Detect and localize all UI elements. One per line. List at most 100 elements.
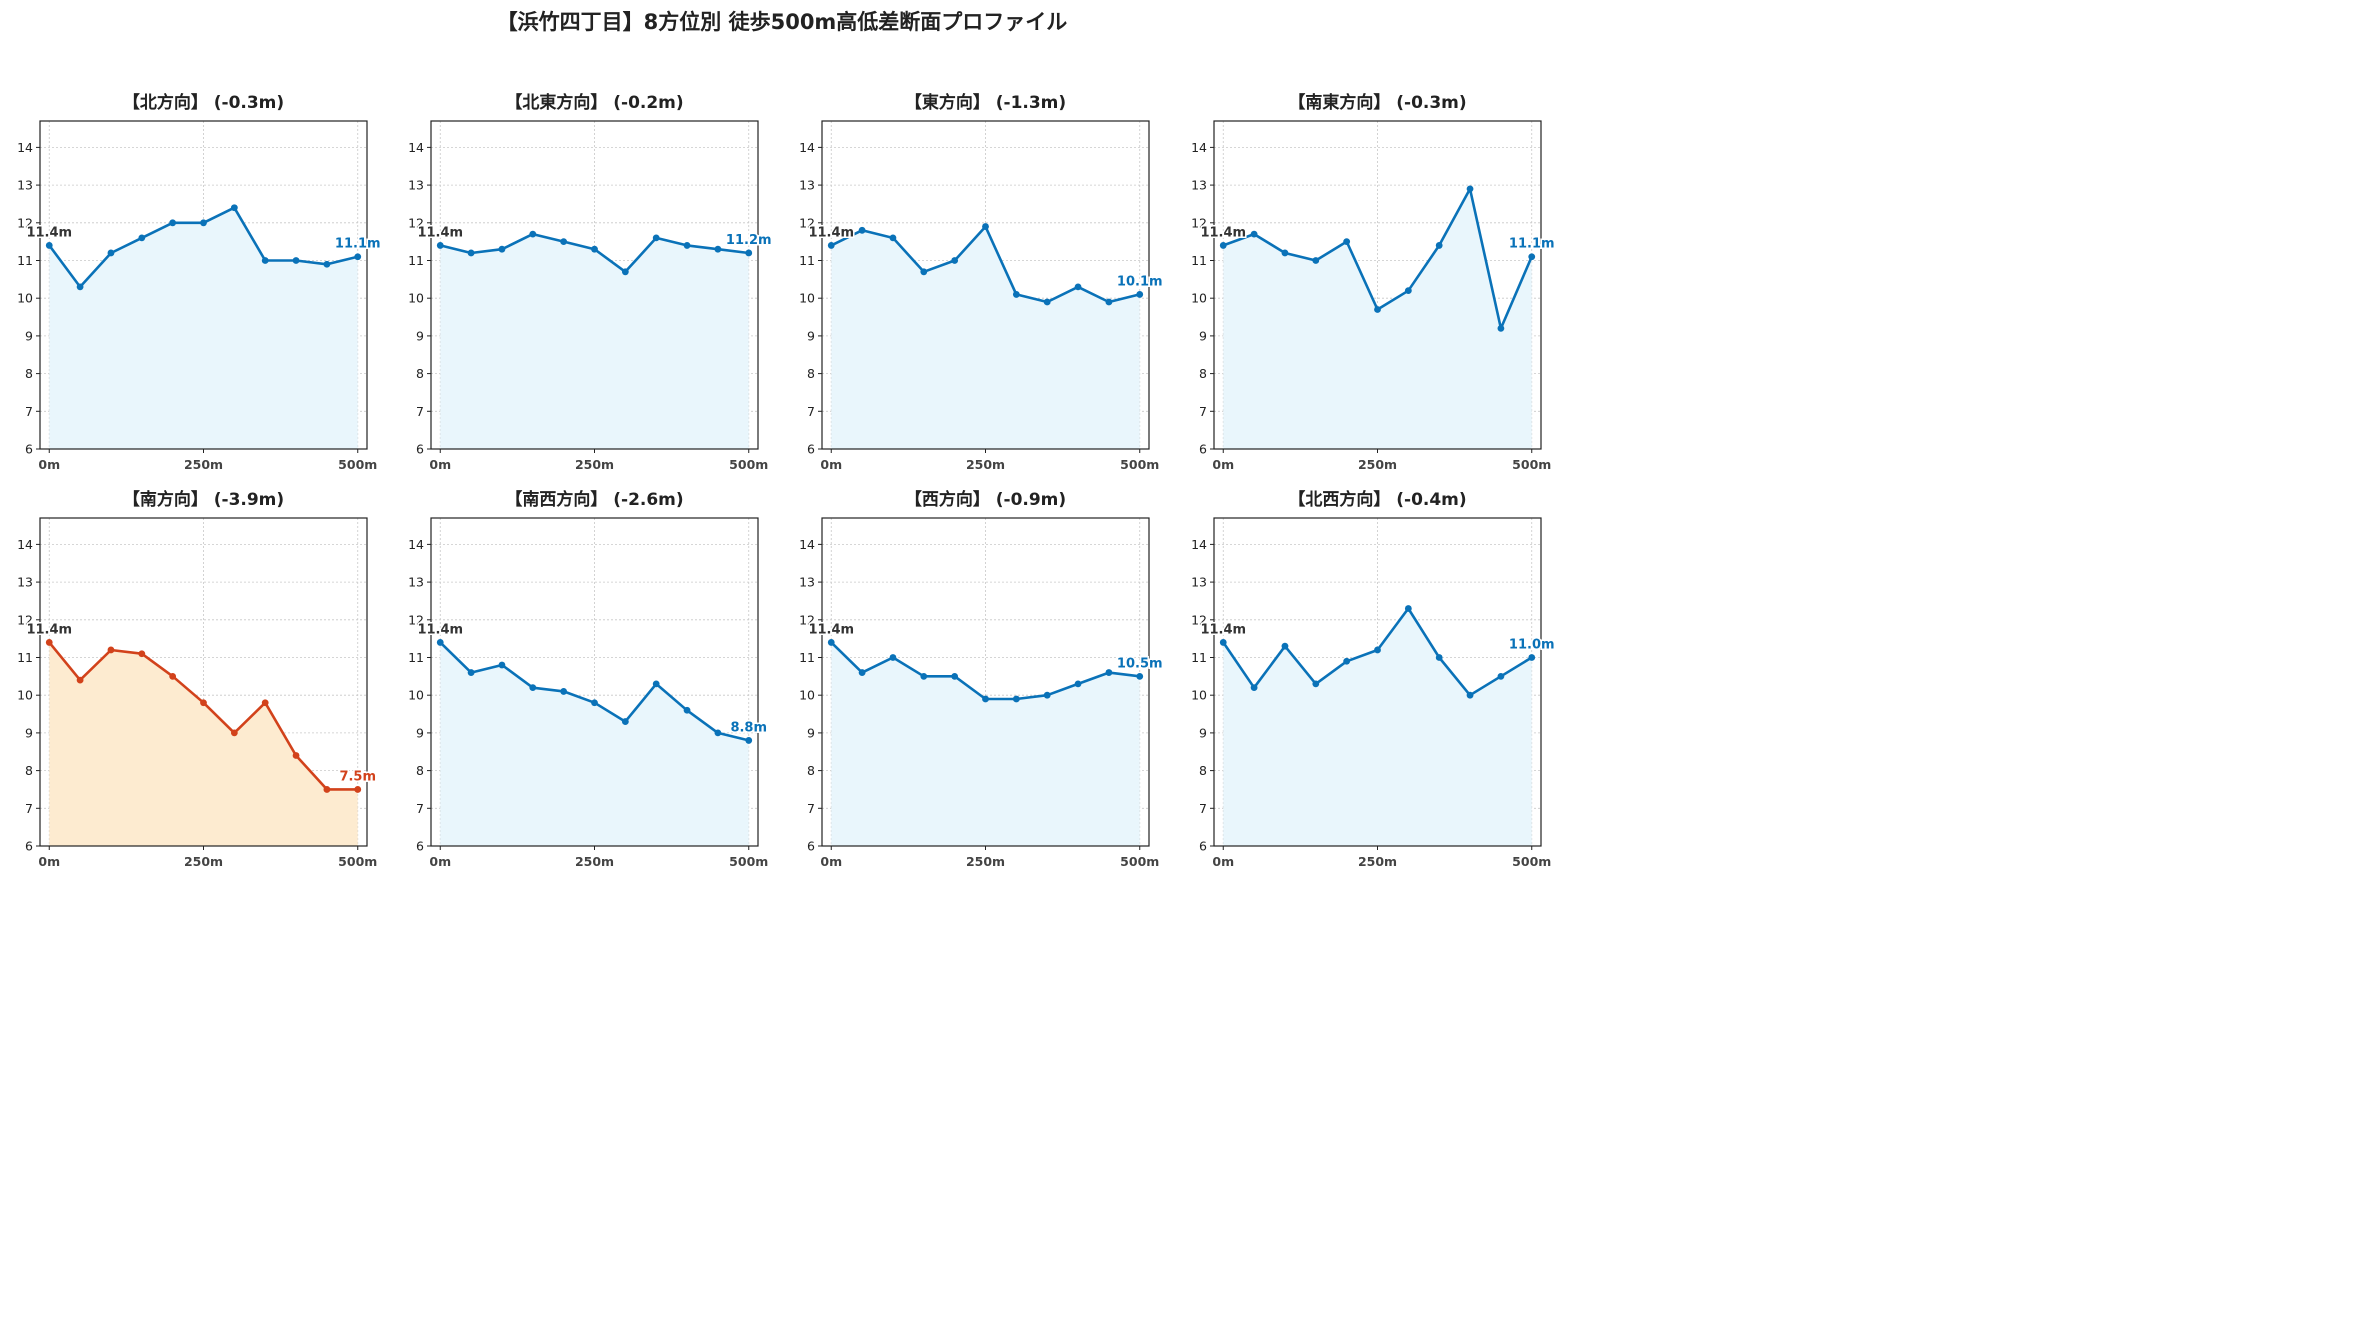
y-tick-label-3: 9: [807, 725, 815, 740]
x-tick-label-2: 500m: [338, 854, 377, 869]
data-point-8: [1466, 185, 1474, 193]
data-point-7: [1043, 298, 1051, 306]
data-point-4: [1343, 657, 1351, 665]
data-point-10: [1528, 654, 1536, 661]
panel-title: 【南方向】 (-3.9m): [123, 489, 284, 510]
y-tick-label-4: 10: [17, 291, 33, 306]
y-tick-label-7: 13: [799, 178, 815, 193]
data-point-9: [1105, 669, 1113, 676]
data-point-3: [138, 234, 146, 242]
y-tick-label-5: 11: [408, 253, 424, 268]
y-tick-label-7: 13: [1191, 178, 1207, 193]
y-tick-label-6: 12: [1191, 612, 1207, 627]
x-tick-label-2: 500m: [338, 457, 377, 472]
area-fill: [49, 642, 358, 846]
data-point-5: [591, 245, 598, 253]
x-tick-label-1: 250m: [1358, 854, 1397, 869]
start-label: 11.4m: [26, 622, 72, 637]
x-tick-label-0: 0m: [820, 457, 842, 472]
start-label: 11.4m: [1200, 225, 1246, 240]
data-point-3: [529, 230, 537, 238]
end-label: 10.5m: [1117, 656, 1163, 671]
data-point-0: [827, 242, 835, 249]
y-tick-label-3: 9: [416, 725, 424, 740]
data-point-1: [1250, 230, 1258, 238]
data-point-2: [889, 654, 897, 661]
end-label: 7.5m: [339, 769, 376, 784]
data-point-2: [498, 245, 506, 253]
y-tick-label-6: 12: [408, 612, 424, 627]
data-point-2: [498, 661, 506, 669]
y-tick-label-3: 9: [416, 328, 424, 343]
y-tick-label-6: 12: [799, 215, 815, 230]
y-tick-label-4: 10: [799, 688, 815, 703]
data-point-3: [1312, 680, 1320, 688]
data-point-8: [1074, 283, 1082, 291]
end-label: 8.8m: [730, 720, 767, 735]
data-point-3: [529, 684, 537, 692]
x-tick-label-0: 0m: [429, 854, 451, 869]
y-tick-label-7: 13: [408, 575, 424, 590]
x-tick-label-0: 0m: [38, 854, 60, 869]
data-point-0: [1219, 639, 1227, 646]
y-tick-label-3: 9: [25, 725, 33, 740]
y-tick-label-2: 8: [416, 366, 424, 381]
y-tick-label-5: 11: [799, 253, 815, 268]
data-point-0: [827, 639, 835, 646]
data-point-7: [1435, 242, 1443, 249]
y-tick-label-6: 12: [408, 215, 424, 230]
data-point-2: [107, 646, 115, 654]
data-point-5: [982, 695, 989, 703]
data-point-6: [621, 268, 629, 276]
start-label: 11.4m: [808, 225, 854, 240]
end-label: 11.1m: [1509, 237, 1555, 252]
data-point-1: [76, 676, 84, 684]
x-tick-label-0: 0m: [1212, 854, 1234, 869]
data-point-4: [169, 219, 177, 227]
start-label: 11.4m: [808, 622, 854, 637]
data-point-4: [951, 257, 959, 264]
panel-title: 【東方向】 (-1.3m): [905, 92, 1066, 113]
data-point-0: [45, 639, 53, 646]
y-tick-label-8: 14: [1191, 140, 1207, 155]
data-point-0: [1219, 242, 1227, 249]
panel-title: 【北方向】 (-0.3m): [123, 92, 284, 113]
x-tick-label-0: 0m: [1212, 457, 1234, 472]
area-fill: [831, 226, 1140, 449]
data-point-7: [261, 699, 269, 707]
y-tick-label-0: 6: [1199, 442, 1207, 457]
y-tick-label-1: 7: [25, 801, 33, 816]
y-tick-label-5: 11: [17, 650, 33, 665]
y-tick-label-5: 11: [408, 650, 424, 665]
panel-title: 【南東方向】 (-0.3m): [1288, 92, 1466, 113]
y-tick-label-2: 8: [416, 763, 424, 778]
y-tick-label-4: 10: [1191, 291, 1207, 306]
y-tick-label-2: 8: [1199, 763, 1207, 778]
y-tick-label-7: 13: [1191, 575, 1207, 590]
x-tick-label-2: 500m: [729, 457, 768, 472]
y-tick-label-2: 8: [807, 366, 815, 381]
data-point-8: [1466, 691, 1474, 699]
y-tick-label-1: 7: [416, 801, 424, 816]
data-point-5: [982, 223, 989, 230]
y-tick-label-2: 8: [1199, 366, 1207, 381]
y-tick-label-1: 7: [1199, 404, 1207, 419]
data-point-4: [560, 688, 568, 695]
data-point-7: [261, 257, 269, 264]
data-point-2: [107, 249, 115, 257]
y-tick-label-3: 9: [1199, 725, 1207, 740]
y-tick-label-4: 10: [17, 688, 33, 703]
data-point-10: [745, 737, 753, 744]
x-tick-label-1: 250m: [966, 854, 1005, 869]
panel-title: 【北西方向】 (-0.4m): [1288, 489, 1466, 510]
data-point-5: [200, 219, 207, 227]
data-point-8: [683, 706, 691, 714]
data-point-3: [920, 268, 928, 276]
data-point-8: [683, 242, 691, 249]
data-point-2: [1281, 642, 1289, 650]
y-tick-label-0: 6: [1199, 839, 1207, 854]
data-point-7: [652, 680, 660, 688]
data-point-7: [652, 234, 660, 242]
x-tick-label-1: 250m: [1358, 457, 1397, 472]
start-label: 11.4m: [1200, 622, 1246, 637]
